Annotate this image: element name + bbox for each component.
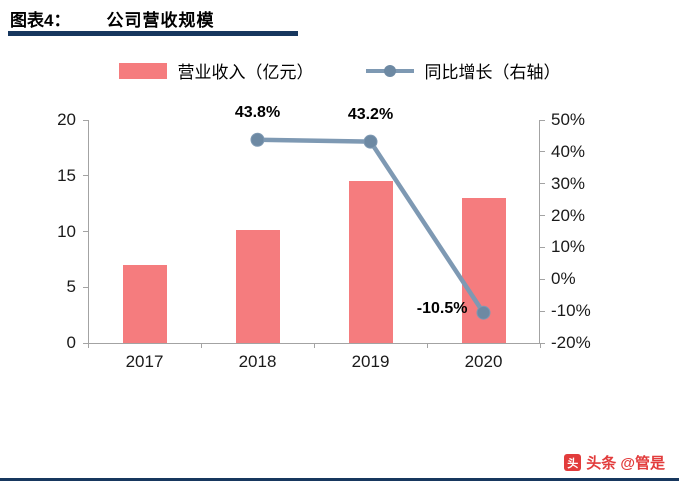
right-axis-tick-label: 0% xyxy=(551,269,576,289)
x-axis-tick xyxy=(313,343,315,348)
legend-bar-swatch-icon xyxy=(118,62,167,79)
right-axis-tick-label: 50% xyxy=(551,110,586,129)
revenue-bar xyxy=(235,230,280,343)
x-axis-category-label: 2019 xyxy=(351,352,390,371)
left-axis-tick-label: 15 xyxy=(57,165,76,185)
legend-label: 营业收入（亿元） xyxy=(177,63,314,82)
revenue-bar xyxy=(348,181,393,343)
growth-line xyxy=(257,137,486,314)
bar-line-chart: 20 15 10 5 0 50% 40% 30% 20% 10% 0% -10% -20% 2017 201… xyxy=(57,104,591,371)
left-axis-tick xyxy=(83,286,88,288)
legend-item: 营业收入（亿元） xyxy=(118,58,314,83)
bottom-rule xyxy=(0,478,679,481)
growth-data-label: -10.5% xyxy=(416,299,468,317)
caption-underline xyxy=(8,31,298,36)
right-axis-tick-label: 30% xyxy=(551,173,586,193)
x-axis-tick xyxy=(539,343,541,348)
growth-marker xyxy=(250,132,265,147)
left-axis-tick-label: 5 xyxy=(66,277,76,297)
left-axis-tick-label: 20 xyxy=(57,110,76,129)
right-axis-tick-label: -20% xyxy=(551,333,591,352)
x-axis-category-label: 2018 xyxy=(238,352,277,371)
right-axis-tick xyxy=(540,119,545,121)
toutiao-logo-icon: 头 xyxy=(564,454,582,471)
right-axis-tick xyxy=(540,215,545,217)
left-axis-tick xyxy=(83,231,88,232)
left-axis-tick-label: 10 xyxy=(57,221,76,241)
figure-caption: 图表4： 公司营收规模 xyxy=(10,6,214,31)
legend-label: 同比增长（右轴） xyxy=(424,63,561,82)
right-axis-tick-label: 10% xyxy=(551,237,586,257)
right-axis-tick xyxy=(540,183,545,185)
chart-legend: 营业收入（亿元） 同比增长（右轴） xyxy=(0,58,679,83)
left-axis-tick xyxy=(83,342,88,344)
growth-marker xyxy=(476,305,491,320)
growth-line-layer xyxy=(250,132,491,320)
x-axis-category-label: 2017 xyxy=(125,352,164,371)
legend-item: 同比增长（右轴） xyxy=(365,58,561,83)
right-axis-tick xyxy=(540,151,545,153)
y-axis-left xyxy=(88,120,89,343)
watermark: 头 头条 @管是 xyxy=(564,452,665,473)
right-axis-tick-label: 40% xyxy=(551,141,586,161)
right-axis-tick xyxy=(540,342,545,344)
right-axis-tick xyxy=(540,278,545,280)
watermark-text: 头条 @管是 xyxy=(586,455,665,472)
growth-data-label: 43.8% xyxy=(234,103,281,121)
figure-caption-title: 公司营收规模 xyxy=(106,11,215,30)
left-axis-tick xyxy=(83,119,88,121)
x-axis-category-label: 2020 xyxy=(464,352,503,371)
growth-marker xyxy=(363,134,378,149)
legend-line-marker xyxy=(383,64,396,77)
left-axis-tick xyxy=(83,175,88,177)
x-axis-tick xyxy=(200,343,202,348)
y-axis-right xyxy=(539,120,540,343)
right-axis-tick-label: 20% xyxy=(551,205,586,225)
revenue-bar xyxy=(122,264,167,343)
right-axis-tick xyxy=(540,246,545,248)
right-axis-tick-label: -10% xyxy=(551,301,591,321)
figure-caption-prefix: 图表4： xyxy=(10,11,71,30)
right-axis-tick xyxy=(540,310,545,312)
x-axis-tick xyxy=(426,343,428,348)
x-axis-tick xyxy=(87,343,89,348)
left-axis-tick-label: 0 xyxy=(66,333,76,352)
growth-data-label: 43.2% xyxy=(347,105,394,123)
legend-line-swatch-icon xyxy=(365,64,414,78)
